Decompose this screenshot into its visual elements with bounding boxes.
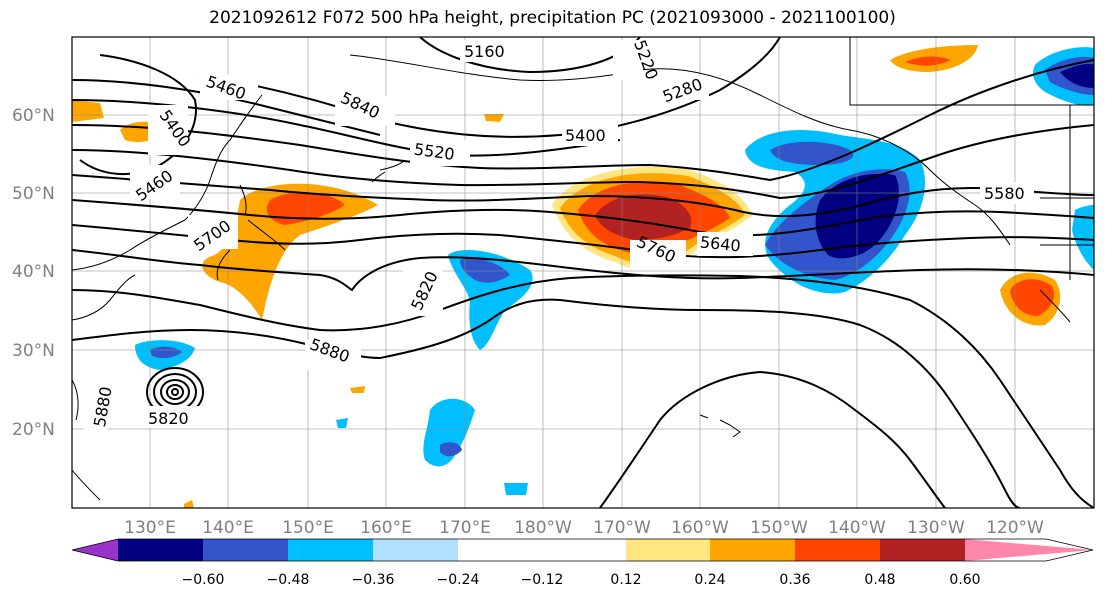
colorbar-segment bbox=[458, 539, 542, 561]
colorbar-tick-label: −0.48 bbox=[267, 572, 310, 588]
colorbar-extend-low bbox=[72, 539, 118, 561]
contour-label: 5400 bbox=[565, 126, 606, 145]
colorbar-segment bbox=[288, 539, 373, 561]
colorbar-segment bbox=[542, 539, 626, 561]
colorbar-tick-label: −0.60 bbox=[182, 572, 225, 588]
lon-label: 140°E bbox=[202, 518, 254, 538]
colorbar-segment bbox=[203, 539, 288, 561]
lon-label: 140°W bbox=[828, 518, 886, 538]
lon-label: 150°E bbox=[282, 518, 334, 538]
contour-label: 5640 bbox=[699, 232, 741, 255]
lon-label: 180°W bbox=[514, 518, 572, 538]
colorbar-tick-label: 0.24 bbox=[694, 572, 725, 588]
lon-label: 130°W bbox=[907, 518, 965, 538]
colorbar-segment bbox=[795, 539, 880, 561]
colorbar-extend-high bbox=[965, 539, 1093, 561]
lon-label: 130°E bbox=[124, 518, 176, 538]
colorbar-segment bbox=[118, 539, 203, 561]
lat-label: 20°N bbox=[12, 420, 55, 440]
lat-label: 30°N bbox=[12, 341, 55, 361]
colorbar-ticks: −0.60 −0.48 −0.36 −0.24 −0.12 0.12 0.24 … bbox=[182, 572, 981, 588]
lat-label: 40°N bbox=[12, 262, 55, 282]
lon-label: 170°W bbox=[593, 518, 651, 538]
lat-label: 60°N bbox=[12, 106, 55, 126]
lon-label: 160°E bbox=[360, 518, 412, 538]
colorbar-outline bbox=[71, 538, 1094, 562]
lon-label: 170°E bbox=[439, 518, 491, 538]
colorbar-tick-label: 0.60 bbox=[949, 572, 980, 588]
contour-label: 5820 bbox=[148, 409, 189, 428]
colorbar-segment bbox=[626, 539, 710, 561]
colorbar-tick-label: −0.12 bbox=[521, 572, 564, 588]
lat-label: 50°N bbox=[12, 184, 55, 204]
contour-label: 5580 bbox=[984, 184, 1025, 203]
coastlines bbox=[72, 37, 1094, 501]
colorbar-tick-label: 0.12 bbox=[610, 572, 641, 588]
colorbar-segment bbox=[373, 539, 458, 561]
longitude-labels: 130°E 140°E 150°E 160°E 170°E 180°W 170°… bbox=[124, 518, 1044, 538]
colorbar-tick-label: 0.48 bbox=[864, 572, 895, 588]
colorbar-tick-label: −0.24 bbox=[437, 572, 480, 588]
colorbar-tick-label: −0.36 bbox=[352, 572, 395, 588]
height-contours bbox=[72, 37, 1094, 508]
latitude-labels: 60°N 50°N 40°N 30°N 20°N bbox=[12, 106, 55, 440]
colorbar-segment bbox=[710, 539, 795, 561]
contour-labels: 5160 5220 5280 5460 5400 5840 5400 5520 … bbox=[84, 37, 1034, 434]
lon-label: 120°W bbox=[986, 518, 1044, 538]
colorbar-tick-label: 0.36 bbox=[779, 572, 810, 588]
contour-label: 5160 bbox=[464, 42, 505, 61]
map-title: 2021092612 F072 500 hPa height, precipit… bbox=[209, 8, 896, 28]
colorbar-segment bbox=[880, 539, 965, 561]
colorbar: −0.60 −0.48 −0.36 −0.24 −0.12 0.12 0.24 … bbox=[71, 538, 1094, 588]
lon-label: 150°W bbox=[750, 518, 808, 538]
lon-label: 160°W bbox=[671, 518, 729, 538]
map-frame bbox=[71, 36, 1095, 509]
